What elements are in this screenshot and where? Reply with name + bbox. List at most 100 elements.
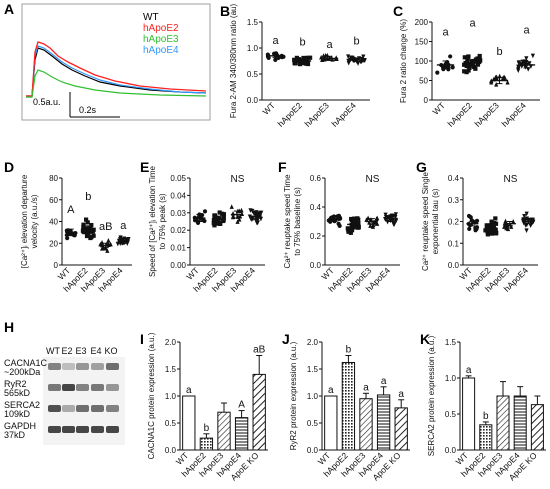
data-point [105,248,110,253]
legend-entry-hapoe2: hApoE2 [143,23,179,34]
y-tick-label: 1.5 [165,365,177,374]
data-point [235,219,240,224]
y-tick-label: 0.5 [247,70,259,79]
legend-entry-hapoe3: hApoE3 [143,34,179,45]
significance-letter: a [186,385,192,396]
bar-apoe-ko: a [394,389,408,451]
series-hapoe4 [520,211,536,233]
x-tick-label: hApoE2 [275,100,304,129]
data-point [464,63,469,69]
data-point [320,57,325,62]
series-wt [466,213,480,233]
y-axis-label: Ca²⁺ reuptake speed Time [283,174,292,269]
y-axis-label: Speed of [Ca²⁺]ᵢ elevation Time [148,166,157,277]
data-point [100,245,105,251]
y-tick-label: 0.1 [448,239,460,248]
bar [234,417,249,451]
y-tick-label: 0.0 [448,261,460,270]
data-point [356,225,361,230]
series-hapoe3 [364,215,380,229]
data-point [505,226,511,232]
y-tick-label: 1.5 [307,365,319,374]
bar [530,404,544,451]
y-tick-label: 0.0 [445,446,457,455]
significance-letter: b [85,191,91,203]
data-point [475,62,480,67]
y-axis-label: SERCA2 protein expression (a.u.) [427,335,436,456]
data-point [305,61,311,67]
series-hapoe3: a [319,39,339,62]
chart-d: 0 20 40 60 80 [Ca²⁺]ᵢ elevation departure velo… [20,174,132,294]
significance-letter: a [328,385,334,396]
data-point [530,53,535,59]
panel-label-a: A [4,1,14,17]
blot-band [48,405,61,412]
data-point [257,212,262,217]
series-hapoe4: a [516,25,536,73]
data-point [466,213,472,219]
data-point [337,223,342,228]
data-point [297,62,303,67]
y-tick-label: 0 [424,96,429,105]
significance-letter: a [466,365,472,376]
data-point [488,223,493,228]
series-hapoe2: b [292,36,313,67]
data-point [364,217,369,222]
data-point [356,220,361,226]
data-point [522,213,527,219]
data-point [294,55,299,60]
blot-protein-name: CACNA1C [4,358,48,368]
panel-label-f: F [278,159,287,175]
data-point [201,217,206,223]
data-point [89,234,94,240]
y-tick-label: 80 [49,174,58,183]
data-point [349,228,355,233]
data-point [217,221,223,226]
data-point [394,218,399,224]
y-tick-label: 0.0 [310,261,322,270]
y-tick-label: 2.0 [165,338,177,347]
y-tick-label: 50 [419,77,428,86]
data-point [516,64,521,70]
y-tick-label: 0.0 [307,446,319,455]
y-tick-label: 1.0 [445,374,457,383]
data-point [81,228,86,233]
blot-band [76,363,89,370]
significance-letter: a [326,39,333,51]
series-hapoe2: b [80,191,96,241]
data-point [468,61,473,66]
data-point [211,221,216,226]
x-tick-label: hApoE3 [302,100,331,129]
data-point [202,209,208,214]
data-point [346,227,351,233]
data-point [367,219,372,225]
significance-annotation: NS [231,174,245,185]
data-point [483,228,488,233]
bar-hapoe2: b [479,411,493,451]
legend-entry-hapoe4: hApoE4 [143,45,179,56]
panel-label-d: D [4,159,14,175]
y-axis-label: [Ca²⁺]ᵢ elevation departure [20,174,29,268]
bar-hapoe3: a [359,382,373,451]
significance-letter: a [469,18,476,30]
y-axis-label: to 75% peak (s) [158,193,167,249]
data-point [527,61,532,66]
data-point [304,57,309,63]
blot-band [48,384,61,391]
data-point [221,218,226,224]
significance-letter: aB [253,345,266,356]
chart-f: 0.0 0.2 0.4 0.6 Ca²⁺ reuptake speed Time to 7… [283,174,400,294]
bar-hapoe4 [513,386,527,451]
y-tick-label: 0.4 [310,203,322,212]
trace-happoe3 [26,69,207,98]
data-point [462,55,467,60]
x-tick-label: hApoE2 [445,100,474,129]
series-hapoe4 [383,212,399,227]
data-point [212,213,217,218]
y-tick-label: 0.5 [307,419,319,428]
y-tick-label: 0.04 [170,191,186,200]
bar [513,395,527,451]
bar [324,395,338,451]
